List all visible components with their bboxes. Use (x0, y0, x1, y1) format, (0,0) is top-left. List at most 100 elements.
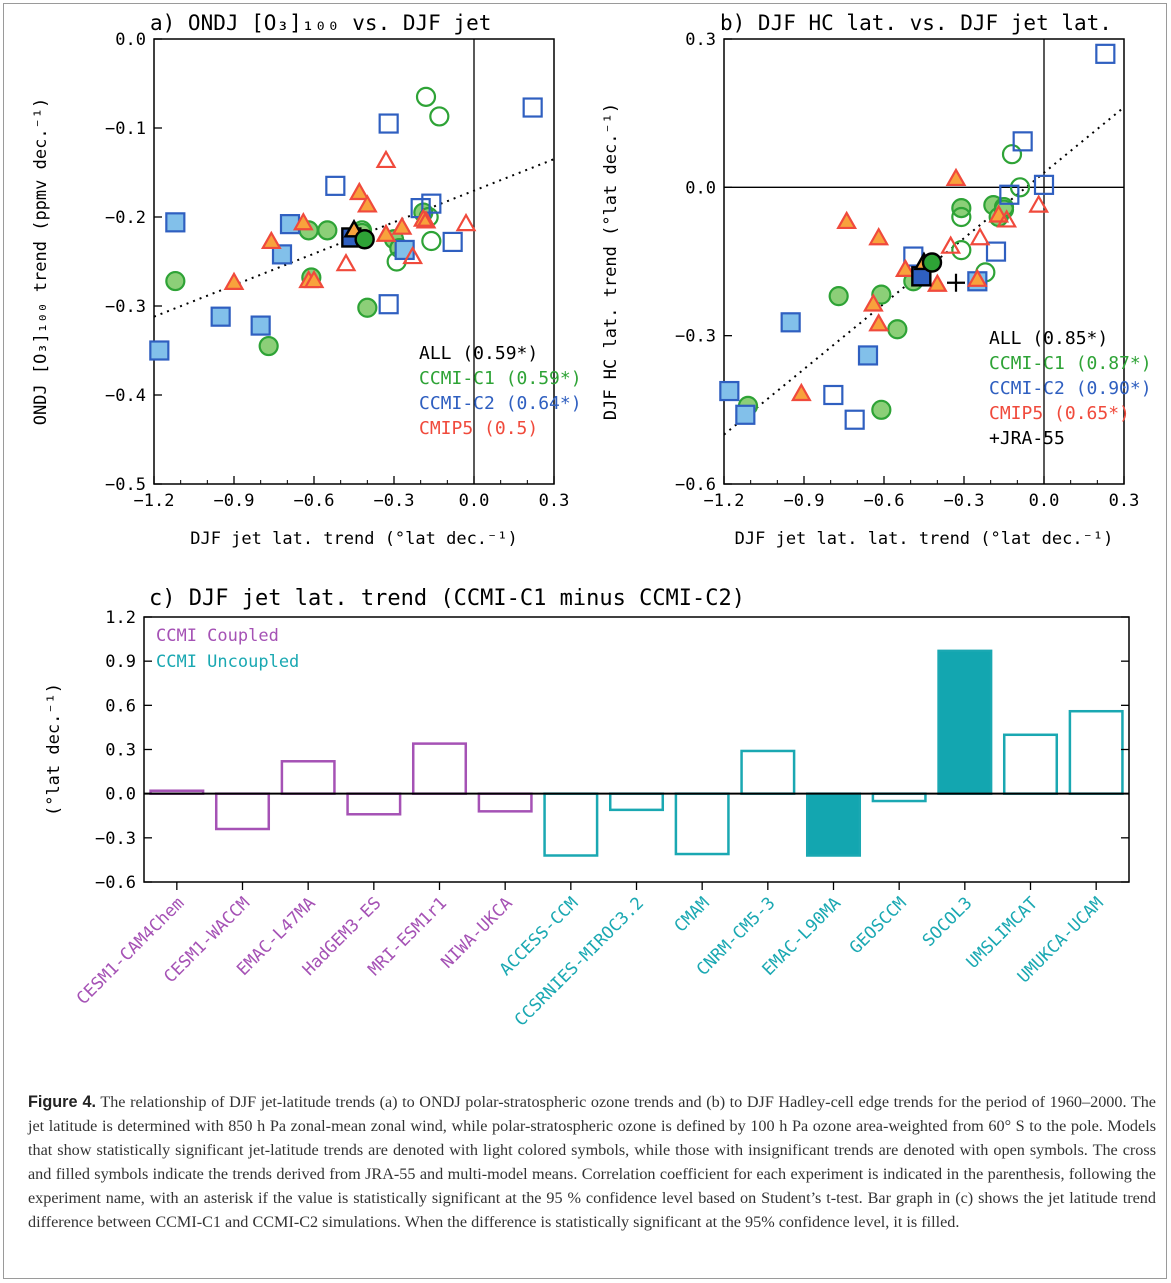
panel-a-point-ccmi-c2 (149, 340, 170, 361)
panel-c-bar-cmam (674, 792, 730, 856)
panel-b-point-cmip5 (894, 258, 916, 278)
panel-c-ytick-label: 1.2 (105, 608, 136, 628)
panel-c-bar-mri-esm1r1 (411, 742, 468, 795)
panel-a-point-ccmi-c2 (378, 113, 399, 134)
panel-b-point-ccmi-c2 (719, 380, 740, 402)
panel-a-xtick-label: −0.6 (294, 491, 335, 511)
panel-b-point-cmip5 (966, 268, 988, 287)
panel-c-bar-umukca-ucam (1068, 709, 1124, 795)
panel-b-point-ccmi-c2 (844, 409, 865, 430)
panel-a-legend-entry: CCMI-C2 (0.64*) (419, 393, 582, 414)
panel-a-point-ccmi-c2 (279, 214, 301, 235)
panel-c-title: c) DJF jet lat. trend (CCMI-C1 minus CCM… (149, 586, 745, 611)
panel-b-point-cmip5 (862, 293, 884, 312)
panel-b-point-ccmi-c1 (951, 240, 972, 261)
panel-b-xtick-label: 0.0 (1029, 491, 1060, 511)
panel-b-ylabel: DJF HC lat. trend (°lat dec.⁻¹) (601, 103, 621, 420)
panel-a-point-ccmi-c1 (165, 270, 186, 292)
panel-b-ytick-label: −0.6 (675, 475, 716, 495)
panel-a-mean-circle (354, 229, 375, 250)
figure-caption: Figure 4. The relationship of DJF jet-la… (28, 1090, 1156, 1234)
panel-c-legend-entry: CCMI Uncoupled (156, 652, 299, 672)
panel-b-legend-entry: CCMI-C2 (0.90*) (989, 378, 1152, 399)
panel-b-point-ccmi-c1 (871, 284, 892, 305)
panel-b-xlabel: DJF jet lat. lat. trend (°lat dec.⁻¹) (735, 529, 1114, 549)
panel-c-ytick-label: 0.0 (105, 785, 136, 805)
panel-b-axes-frame (723, 38, 1125, 485)
panel-a-xlabel: DJF jet lat. trend (°lat dec.⁻¹) (190, 529, 518, 549)
panel-c-ytick-label: −0.3 (95, 829, 136, 849)
panel-b-point-cmip5 (926, 273, 948, 292)
panel-b-point-cmip5 (868, 227, 890, 246)
panel-a-point-ccmi-c1 (421, 230, 442, 252)
panel-c-bar-niwa-ukca (477, 792, 533, 813)
panel-a-point-ccmi-c2 (210, 306, 231, 327)
panel-a-scatter: a) ONDJ [O₃]₁₀₀ vs. DJF jet −1.2 −0.9 −0.6 −… (31, 11, 582, 549)
caption-label: Figure 4. (28, 1093, 97, 1111)
panel-a-xtick-label: −0.3 (374, 491, 415, 511)
panel-c-bar: c) DJF jet lat. trend (CCMI-C1 minus CCM… (44, 586, 1130, 1031)
panel-c-category-label: CESM1-CAM4Chem (73, 893, 188, 1008)
panel-c-category-label: GEOSCCM (846, 893, 911, 958)
panel-b-point-ccmi-c2 (823, 384, 844, 406)
panel-a-xtick-label: −1.2 (134, 491, 175, 511)
panel-a-regression-line (153, 158, 555, 318)
panel-a-axes-frame (153, 38, 555, 485)
panel-a-legend-entry: CMIP5 (0.5) (419, 418, 538, 439)
panel-b-point-cmip5 (996, 209, 1018, 228)
panel-c-bar-emac-l47ma (280, 760, 336, 795)
panel-c-bar-ccsrnies-miroc3.2 (608, 792, 665, 812)
panel-b-ytick-label: 0.0 (685, 178, 716, 198)
panel-a-point-ccmi-c2 (325, 175, 346, 196)
panel-a-ytick-label: −0.3 (105, 297, 146, 317)
panel-a-point-cmip5 (375, 149, 397, 169)
panel-a-point-cmip5 (303, 269, 325, 289)
panel-b-point-ccmi-c1 (1009, 177, 1031, 198)
panel-a-point-ccmi-c2 (421, 193, 442, 214)
panel-c-bar-access-ccm (543, 792, 599, 857)
panel-c-bar-emac-l90ma (805, 792, 862, 857)
panel-a-point-ccmi-c1 (357, 297, 378, 318)
panel-c-ytick-label: −0.6 (95, 873, 136, 893)
panel-a-point-cmip5 (260, 230, 282, 250)
figure-frame: a) ONDJ [O₃]₁₀₀ vs. DJF jet −1.2 −0.9 −0.6−… (3, 3, 1167, 1279)
panel-b-ytick-label: 0.3 (685, 30, 716, 50)
caption-text: The relationship of DJF jet-latitude tre… (28, 1093, 1156, 1231)
panel-a-point-cmip5 (402, 245, 424, 265)
panel-a-legend-entry: CCMI-C1 (0.59*) (419, 368, 582, 389)
panel-b-title: b) DJF HC lat. vs. DJF jet lat. (720, 11, 1112, 35)
panel-a-xtick-label: −0.9 (214, 491, 255, 511)
panel-a-xtick-label: 0.3 (539, 491, 570, 511)
panel-b-point-ccmi-c2 (985, 241, 1007, 262)
panel-b-point-cmip5 (868, 313, 890, 332)
panel-a-point-ccmi-c1 (415, 86, 437, 107)
panel-b-point-ccmi-c1 (1001, 144, 1023, 165)
panel-a-point-cmip5 (292, 211, 314, 231)
panel-b-point-ccmi-c2 (999, 184, 1020, 205)
panel-c-category-label: CCSRNIES-MIROC3.2 (511, 893, 648, 1030)
panel-c-bar-cnrm-cm5-3 (740, 749, 796, 795)
panel-a-point-ccmi-c2 (165, 212, 186, 233)
panel-a-ytick-label: −0.5 (105, 475, 146, 495)
panel-a-point-cmip5 (335, 252, 357, 272)
panel-c-bar-hadgem3-es (346, 792, 402, 816)
panel-b-scatter: b) DJF HC lat. vs. DJF jet lat. −1.2 −0.9 −… (601, 11, 1152, 549)
panel-b-xtick-label: 0.3 (1109, 491, 1140, 511)
panel-b-point-cmip5 (940, 235, 962, 254)
panel-a-legend-entry: ALL (0.59*) (419, 343, 538, 364)
panel-a-ytick-label: −0.2 (105, 208, 146, 228)
panel-b-xtick-label: −0.6 (864, 491, 905, 511)
panel-a-point-ccmi-c2 (250, 315, 271, 336)
panel-c-bar-geosccm (871, 792, 927, 803)
panel-a-point-cmip5 (391, 216, 413, 235)
panel-c-bar-umslimcat (1002, 733, 1059, 795)
panel-b-xtick-label: −0.3 (944, 491, 985, 511)
panel-b-point-cmip5 (945, 167, 967, 187)
panel-b-point-cmip5 (969, 227, 991, 246)
panel-b-point-cmip5 (1028, 194, 1050, 213)
panel-c-ytick-label: 0.6 (105, 696, 136, 716)
panel-b-point-ccmi-c2 (1012, 131, 1033, 152)
panel-a-point-ccmi-c2 (442, 231, 463, 253)
panel-a-point-cmip5 (223, 271, 245, 290)
panel-c-ytick-label: 0.9 (105, 652, 136, 672)
